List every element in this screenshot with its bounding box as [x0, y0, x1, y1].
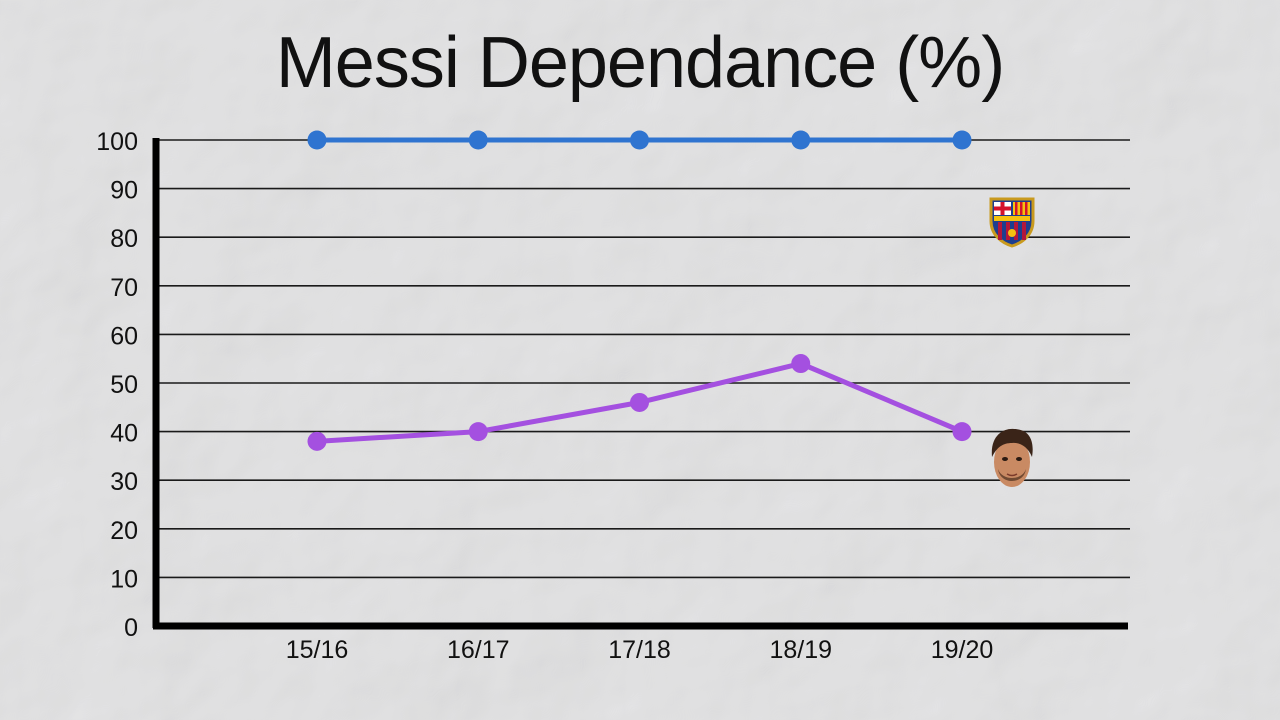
data-point — [630, 392, 649, 412]
series-layer — [307, 130, 972, 451]
y-tick-label: 10 — [110, 565, 138, 593]
fc-barcelona-crest-icon — [989, 197, 1035, 248]
series-2 — [307, 354, 972, 451]
x-tick-label: 17/18 — [608, 636, 671, 664]
data-point — [630, 130, 649, 150]
data-point — [791, 354, 811, 374]
series-1 — [307, 130, 972, 150]
x-tick-labels: 15/16 16/17 17/18 18/19 19/20 — [286, 636, 994, 664]
data-point — [307, 130, 327, 150]
x-tick-label: 19/20 — [931, 636, 994, 664]
chart-title: Messi Dependance (%) — [275, 23, 1005, 103]
data-point — [468, 130, 488, 150]
data-point — [791, 130, 811, 150]
y-tick-label: 50 — [110, 371, 138, 399]
y-tick-label: 30 — [110, 468, 138, 496]
y-tick-label: 60 — [110, 322, 138, 350]
gridlines — [156, 139, 1130, 579]
series-end-icons — [989, 197, 1035, 487]
y-tick-label: 90 — [110, 177, 138, 205]
y-tick-label: 40 — [110, 420, 138, 448]
y-tick-label: 20 — [110, 517, 138, 545]
x-tick-label: 18/19 — [769, 636, 832, 664]
x-tick-label: 15/16 — [286, 636, 349, 664]
data-point — [468, 422, 488, 442]
player-face-icon — [991, 428, 1033, 487]
data-point — [952, 422, 972, 442]
y-tick-label: 100 — [96, 128, 138, 156]
y-tick-labels: 0 10 20 30 40 50 60 70 80 90 100 — [96, 128, 138, 642]
y-tick-label: 80 — [110, 225, 138, 253]
axes — [152, 138, 1128, 630]
y-tick-label: 0 — [124, 614, 138, 642]
data-point — [307, 431, 327, 451]
y-tick-label: 70 — [110, 274, 138, 302]
x-tick-label: 16/17 — [447, 636, 510, 664]
data-point — [952, 130, 972, 150]
